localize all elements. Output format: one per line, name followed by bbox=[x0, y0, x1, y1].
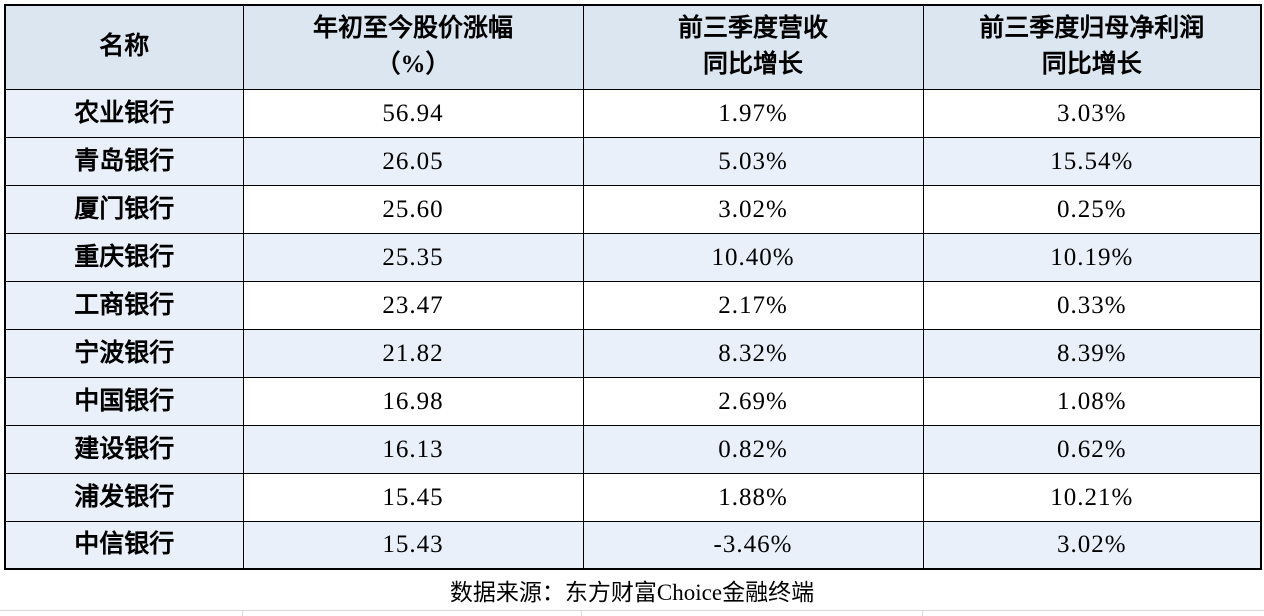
spreadsheet-gridlines bbox=[0, 610, 1264, 616]
gridline-vertical bbox=[922, 611, 923, 616]
table-row: 宁波银行 21.82 8.32% 8.39% bbox=[4, 328, 1262, 378]
cell-price-change: 16.13 bbox=[242, 424, 584, 474]
cell-bank-name: 中信银行 bbox=[4, 520, 244, 570]
table-row: 农业银行 56.94 1.97% 3.03% bbox=[4, 88, 1262, 138]
cell-profit-growth: 10.19% bbox=[922, 232, 1262, 282]
cell-price-change: 15.43 bbox=[242, 520, 584, 570]
cell-bank-name: 农业银行 bbox=[4, 88, 244, 138]
cell-revenue-growth: 1.97% bbox=[582, 88, 924, 138]
cell-price-change: 23.47 bbox=[242, 280, 584, 330]
cell-revenue-growth: 2.69% bbox=[582, 376, 924, 426]
cell-revenue-growth: 8.32% bbox=[582, 328, 924, 378]
cell-profit-growth: 0.33% bbox=[922, 280, 1262, 330]
cell-profit-growth: 3.02% bbox=[922, 520, 1262, 570]
cell-price-change: 15.45 bbox=[242, 472, 584, 522]
cell-price-change: 16.98 bbox=[242, 376, 584, 426]
cell-profit-growth: 3.03% bbox=[922, 88, 1262, 138]
table-row: 重庆银行 25.35 10.40% 10.19% bbox=[4, 232, 1262, 282]
table-row: 厦门银行 25.60 3.02% 0.25% bbox=[4, 184, 1262, 234]
cell-price-change: 21.82 bbox=[242, 328, 584, 378]
cell-revenue-growth: 10.40% bbox=[582, 232, 924, 282]
header-bank-name-label: 名称 bbox=[99, 33, 150, 61]
cell-price-change: 56.94 bbox=[242, 88, 584, 138]
cell-profit-growth: 8.39% bbox=[922, 328, 1262, 378]
cell-price-change: 25.35 bbox=[242, 232, 584, 282]
cell-revenue-growth: 0.82% bbox=[582, 424, 924, 474]
table-row: 工商银行 23.47 2.17% 0.33% bbox=[4, 280, 1262, 330]
cell-profit-growth: 1.08% bbox=[922, 376, 1262, 426]
gridline-vertical bbox=[242, 611, 243, 616]
cell-bank-name: 浦发银行 bbox=[4, 472, 244, 522]
header-profit-yoy: 前三季度归母净利润 同比增长 bbox=[922, 4, 1262, 90]
header-revenue-yoy: 前三季度营收 同比增长 bbox=[582, 4, 924, 90]
cell-revenue-growth: 5.03% bbox=[582, 136, 924, 186]
cell-revenue-growth: -3.46% bbox=[582, 520, 924, 570]
cell-bank-name: 工商银行 bbox=[4, 280, 244, 330]
table-row: 青岛银行 26.05 5.03% 15.54% bbox=[4, 136, 1262, 186]
table-row: 中信银行 15.43 -3.46% 3.02% bbox=[4, 520, 1262, 570]
table-header-row: 名称 年初至今股价涨幅 （%） 前三季度营收 同比增长 前三季度归母净利润 同比… bbox=[4, 4, 1262, 90]
cell-profit-growth: 15.54% bbox=[922, 136, 1262, 186]
cell-bank-name: 宁波银行 bbox=[4, 328, 244, 378]
cell-profit-growth: 0.62% bbox=[922, 424, 1262, 474]
header-ytd-price-change: 年初至今股价涨幅 （%） bbox=[242, 4, 584, 90]
table-row: 建设银行 16.13 0.82% 0.62% bbox=[4, 424, 1262, 474]
cell-profit-growth: 10.21% bbox=[922, 472, 1262, 522]
cell-bank-name: 中国银行 bbox=[4, 376, 244, 426]
table-row: 浦发银行 15.45 1.88% 10.21% bbox=[4, 472, 1262, 522]
table-row: 中国银行 16.98 2.69% 1.08% bbox=[4, 376, 1262, 426]
cell-profit-growth: 0.25% bbox=[922, 184, 1262, 234]
cell-price-change: 25.60 bbox=[242, 184, 584, 234]
cell-bank-name: 重庆银行 bbox=[4, 232, 244, 282]
cell-bank-name: 厦门银行 bbox=[4, 184, 244, 234]
cell-revenue-growth: 1.88% bbox=[582, 472, 924, 522]
cell-revenue-growth: 3.02% bbox=[582, 184, 924, 234]
bank-performance-table: 名称 年初至今股价涨幅 （%） 前三季度营收 同比增长 前三季度归母净利润 同比… bbox=[4, 4, 1262, 570]
cell-revenue-growth: 2.17% bbox=[582, 280, 924, 330]
cell-bank-name: 青岛银行 bbox=[4, 136, 244, 186]
cell-bank-name: 建设银行 bbox=[4, 424, 244, 474]
data-source-caption: 数据来源：东方财富Choice金融终端 bbox=[0, 576, 1264, 610]
gridline-vertical bbox=[581, 611, 582, 616]
header-bank-name: 名称 bbox=[4, 4, 244, 90]
cell-price-change: 26.05 bbox=[242, 136, 584, 186]
